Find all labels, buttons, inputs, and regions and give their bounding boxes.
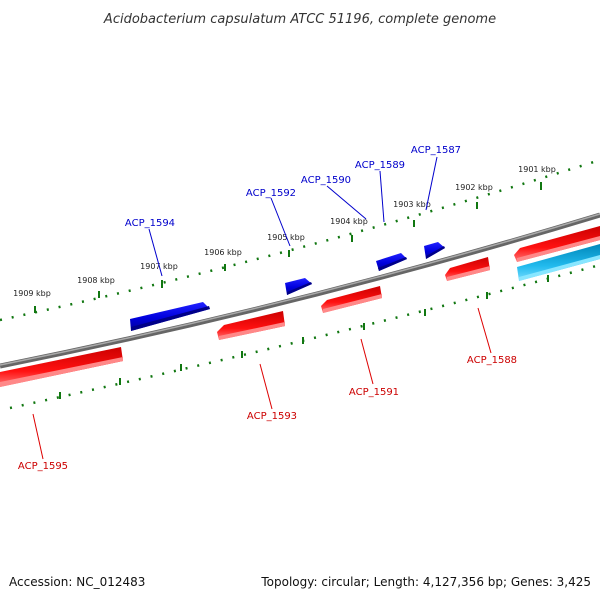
map-title: Acidobacterium capsulatum ATCC 51196, co… <box>103 12 496 27</box>
kbp-label-1905: 1905 kbp <box>267 233 305 242</box>
kbp-label-1902: 1902 kbp <box>455 183 493 192</box>
outer-major-ticks <box>34 182 542 313</box>
kbp-label-1906: 1906 kbp <box>204 248 242 257</box>
gene-ACP_1587-arrow[interactable] <box>424 242 445 259</box>
gene-ACP_1593-arrow[interactable] <box>217 311 285 340</box>
gene-label-ACP_1589[interactable]: ACP_1589 <box>355 160 405 171</box>
forward-gene-leaders <box>148 156 438 277</box>
gene-ACP_1592-arrow[interactable] <box>285 278 312 295</box>
kbp-label-1904: 1904 kbp <box>330 217 368 226</box>
kbp-label-1903: 1903 kbp <box>393 200 431 209</box>
gene-right-edge-cyan-arrow[interactable] <box>517 244 600 281</box>
gene-label-ACP_1594[interactable]: ACP_1594 <box>125 218 175 229</box>
gene-ACP_1591-arrow[interactable] <box>321 286 382 313</box>
gene-right-edge-red-arrow[interactable] <box>514 226 600 262</box>
gene-ACP_1588-arrow[interactable] <box>445 257 490 281</box>
gene-label-ACP_1592[interactable]: ACP_1592 <box>246 188 296 199</box>
genome-backbone <box>0 212 600 369</box>
accession-text: Accession: NC_012483 <box>9 575 146 589</box>
gene-ACP_1594-arrow[interactable] <box>130 302 210 331</box>
kbp-label-1901: 1901 kbp <box>518 165 556 174</box>
gene-label-ACP_1595[interactable]: ACP_1595 <box>18 461 68 472</box>
gene-label-ACP_1590[interactable]: ACP_1590 <box>301 175 351 186</box>
inner-major-ticks <box>59 275 549 399</box>
gene-ACP_1595-arrow[interactable] <box>0 347 123 387</box>
gene-ACP_1590-arrow[interactable] <box>376 253 407 271</box>
reverse-gene-leaders <box>32 307 492 460</box>
genome-summary-text: Topology: circular; Length: 4,127,356 bp… <box>261 575 591 589</box>
gene-label-ACP_1587[interactable]: ACP_1587 <box>411 145 461 156</box>
gene-label-ACP_1588[interactable]: ACP_1588 <box>467 355 517 366</box>
gene-label-ACP_1591[interactable]: ACP_1591 <box>349 387 399 398</box>
kbp-label-1909: 1909 kbp <box>13 289 51 298</box>
kbp-label-1908: 1908 kbp <box>77 276 115 285</box>
gene-label-ACP_1593[interactable]: ACP_1593 <box>247 411 297 422</box>
